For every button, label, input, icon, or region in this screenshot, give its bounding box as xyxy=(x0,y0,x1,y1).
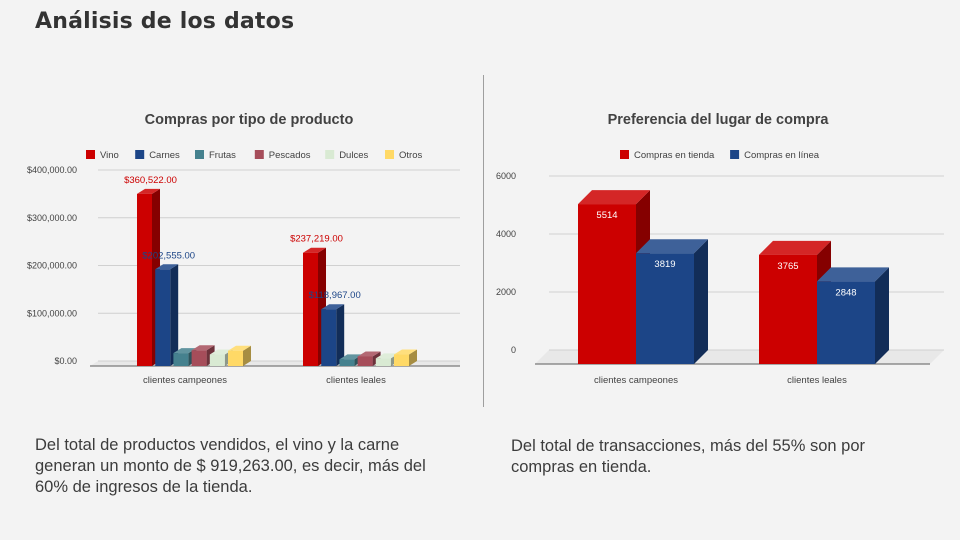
data-label: 5514 xyxy=(596,210,617,221)
bar-carnes-clientes-campeones xyxy=(155,264,179,366)
caption-products: Del total de productos vendidos, el vino… xyxy=(35,436,426,496)
legend-label-vino: Vino xyxy=(100,150,119,161)
data-label: 2848 xyxy=(835,287,856,298)
x-tick-label: clientes campeones xyxy=(594,375,678,386)
legend-label-pescados: Pescados xyxy=(269,150,311,161)
purchase-place-chart: Preferencia del lugar de compra Compras e… xyxy=(496,112,944,386)
y-tick-label: 0 xyxy=(511,345,516,355)
x-tick-label: clientes leales xyxy=(787,375,847,386)
slide-title: Análisis de los datos xyxy=(35,9,295,34)
chart-title: Preferencia del lugar de compra xyxy=(608,112,830,128)
data-label: $360,522.00 xyxy=(124,175,177,186)
y-tick-label: $0.00 xyxy=(54,356,77,366)
legend-label-otros: Otros xyxy=(399,150,422,161)
y-tick-label: 6000 xyxy=(496,171,516,181)
legend-swatch-vino xyxy=(86,150,95,159)
x-tick-label: clientes leales xyxy=(326,375,386,386)
bar-compras-en-linea-clientes-leales xyxy=(817,267,889,364)
legend-swatch-frutas xyxy=(195,150,204,159)
y-tick-label: $100,000.00 xyxy=(27,308,77,318)
legend-label-dulces: Dulces xyxy=(339,150,368,161)
legend-label-compras-en-linea: Compras en línea xyxy=(744,150,820,161)
data-label: 3765 xyxy=(777,261,798,272)
caption-purchase-place: Del total de transacciones, más del 55% … xyxy=(511,437,866,476)
legend-swatch-otros xyxy=(385,150,394,159)
bar-otros-clientes-leales xyxy=(394,349,417,366)
bar-carnes-clientes-leales xyxy=(321,304,345,366)
legend-swatch-pescados xyxy=(254,150,264,159)
legend-label-frutas: Frutas xyxy=(209,150,236,161)
y-tick-label: $300,000.00 xyxy=(27,213,77,223)
x-tick-label: clientes campeones xyxy=(143,375,227,386)
product-purchases-chart: Compras por tipo de producto Vino Carnes Fr… xyxy=(27,112,460,386)
data-label: $202,555.00 xyxy=(142,250,195,261)
data-label: $237,219.00 xyxy=(290,234,343,245)
bar-compras-en-linea-clientes-campeones xyxy=(636,239,708,364)
divider xyxy=(483,75,484,407)
legend-swatch-compras-en-linea xyxy=(730,150,740,159)
legend-label-carnes: Carnes xyxy=(149,150,180,161)
y-tick-label: 2000 xyxy=(496,287,516,297)
legend-swatch-carnes xyxy=(135,150,145,159)
legend-swatch-compras-en-tienda xyxy=(620,150,629,159)
y-tick-label: $200,000.00 xyxy=(27,261,77,271)
y-tick-label: $400,000.00 xyxy=(27,165,77,175)
legend-label-compras-en-tienda: Compras en tienda xyxy=(634,150,715,161)
data-label: 3819 xyxy=(654,259,675,270)
data-label: $118,967.00 xyxy=(309,290,361,301)
bar-otros-clientes-campeones xyxy=(228,345,251,366)
y-tick-label: 4000 xyxy=(496,229,516,239)
chart-title: Compras por tipo de producto xyxy=(145,112,354,128)
legend-swatch-dulces xyxy=(325,150,335,159)
